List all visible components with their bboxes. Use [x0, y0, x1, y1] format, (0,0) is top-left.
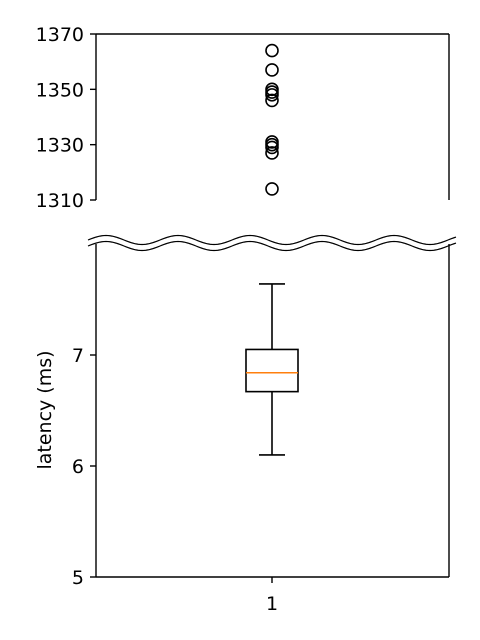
outlier-point — [265, 82, 279, 97]
y-tick-label: 1370 — [36, 24, 84, 46]
iqr-box — [245, 348, 299, 393]
outlier-point — [265, 137, 279, 152]
outlier-point — [265, 93, 279, 108]
y-tick-label: 7 — [72, 345, 84, 367]
y-tick-label: 1350 — [36, 79, 84, 101]
outlier-point — [265, 146, 279, 160]
outlier-point — [265, 135, 279, 149]
top-panel: 1310 1330 1350 1370 — [36, 24, 450, 212]
bottom-panel: 5 6 7 1 — [72, 244, 450, 615]
break-wave-lower — [87, 240, 457, 252]
outlier-point — [265, 43, 279, 58]
y-tick-label: 6 — [72, 456, 84, 478]
x-tick-label: 1 — [266, 593, 278, 615]
y-axis-label: latency (ms) — [34, 350, 56, 469]
outlier-point — [265, 63, 279, 77]
outlier-point — [265, 85, 279, 99]
y-tick-label: 1310 — [36, 190, 84, 212]
y-tick-label: 5 — [72, 567, 84, 589]
outlier-point — [265, 182, 279, 196]
axis-break-marks — [87, 234, 457, 252]
y-tick-label: 1330 — [36, 135, 84, 157]
break-wave-upper — [87, 234, 457, 246]
